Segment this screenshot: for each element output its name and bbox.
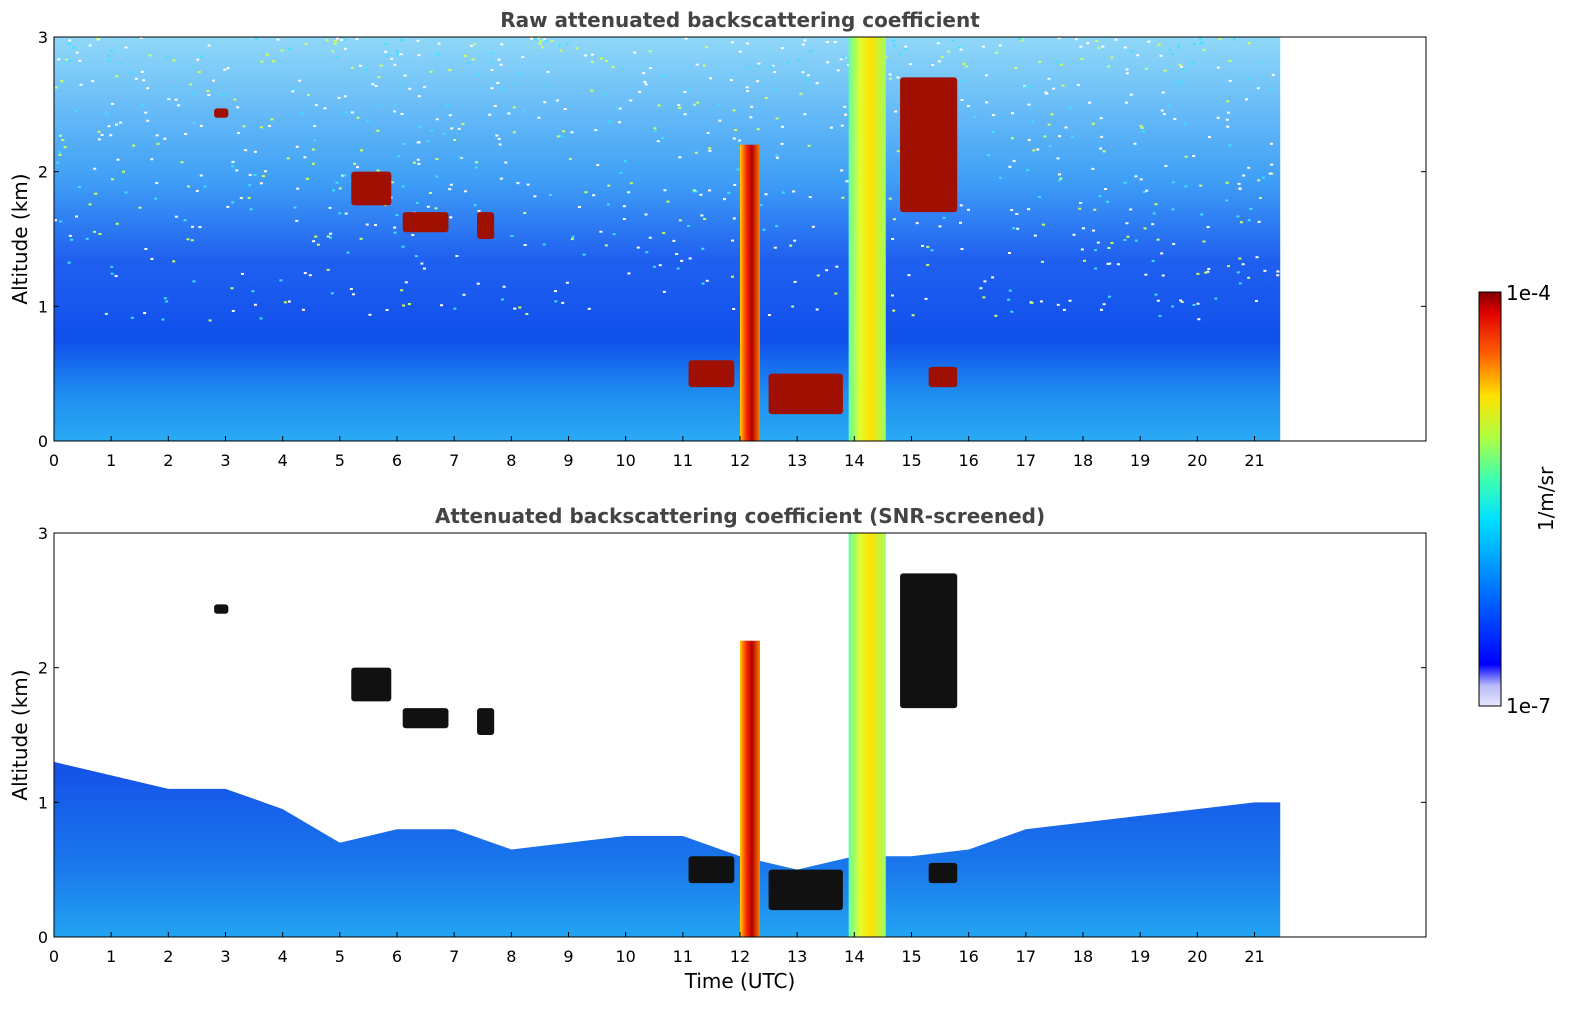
y-axis-label: Altitude (km) <box>8 173 32 304</box>
x-tick-label: 2 <box>163 451 173 470</box>
x-tick-label: 9 <box>563 947 573 966</box>
x-tick-label: 5 <box>335 947 345 966</box>
x-tick-label: 19 <box>1130 451 1150 470</box>
cloud-feature <box>351 171 392 206</box>
x-tick-label: 20 <box>1187 451 1207 470</box>
cloud-feature <box>477 708 495 735</box>
y-tick-label: 0 <box>38 432 48 451</box>
y-tick-label: 2 <box>38 163 48 182</box>
x-tick-label: 9 <box>563 451 573 470</box>
y-tick-label: 1 <box>38 297 48 316</box>
x-tick-label: 3 <box>220 947 230 966</box>
cloud-feature <box>768 869 843 911</box>
x-tick-label: 2 <box>163 947 173 966</box>
cloud-feature <box>768 373 843 415</box>
colorbar-max-label: 1e-4 <box>1506 281 1551 305</box>
x-tick-label: 14 <box>844 451 864 470</box>
heatmap-area <box>54 37 1281 441</box>
x-tick-label: 18 <box>1073 451 1093 470</box>
colorbar-unit-label: 1/m/sr <box>1534 466 1558 531</box>
x-tick-label: 8 <box>506 451 516 470</box>
x-tick-label: 15 <box>901 451 921 470</box>
x-tick-label: 10 <box>615 947 635 966</box>
colorbar-min-label: 1e-7 <box>1506 694 1551 718</box>
x-tick-label: 16 <box>958 451 978 470</box>
precipitation-feature <box>740 640 761 937</box>
x-tick-label: 21 <box>1244 451 1264 470</box>
x-tick-label: 14 <box>844 947 864 966</box>
cloud-feature <box>477 212 495 239</box>
y-tick-label: 0 <box>38 928 48 947</box>
colorbar: 1e-4 1e-7 1/m/sr <box>1478 281 1558 718</box>
x-tick-label: 10 <box>615 451 635 470</box>
signal-background <box>54 37 1281 441</box>
panel-title: Raw attenuated backscattering coefficien… <box>500 8 980 32</box>
x-tick-label: 17 <box>1016 451 1036 470</box>
panel-title: Attenuated backscattering coefficient (S… <box>435 504 1045 528</box>
cloud-feature <box>214 604 229 614</box>
x-axis-ticks: 0 1 2 3 4 5 6 7 8 9 10 11 12 13 14 15 16 17 18 19 20 21 <box>49 932 1265 966</box>
cloud-feature <box>351 667 392 702</box>
cloud-feature <box>688 360 735 388</box>
x-tick-label: 11 <box>673 947 693 966</box>
raw-backscatter-panel: Raw attenuated backscattering coefficien… <box>8 8 1427 470</box>
x-tick-label: 0 <box>49 451 59 470</box>
snr-screened-backscatter-panel: Attenuated backscattering coefficient (S… <box>8 504 1427 993</box>
x-tick-label: 4 <box>278 947 288 966</box>
y-tick-label: 3 <box>38 524 48 543</box>
x-tick-label: 7 <box>449 451 459 470</box>
x-tick-label: 17 <box>1016 947 1036 966</box>
x-tick-label: 20 <box>1187 947 1207 966</box>
x-tick-label: 7 <box>449 947 459 966</box>
x-tick-label: 5 <box>335 451 345 470</box>
x-tick-label: 0 <box>49 947 59 966</box>
x-tick-label: 15 <box>901 947 921 966</box>
x-tick-label: 1 <box>106 947 116 966</box>
cloud-feature <box>402 212 449 233</box>
precipitation-feature <box>848 533 886 937</box>
heatmap-area <box>54 533 1281 937</box>
y-tick-label: 1 <box>38 793 48 812</box>
x-tick-label: 4 <box>278 451 288 470</box>
x-tick-label: 6 <box>392 451 402 470</box>
cloud-feature <box>214 108 229 118</box>
plot-frame <box>53 36 1427 442</box>
x-tick-label: 13 <box>787 947 807 966</box>
x-tick-label: 6 <box>392 947 402 966</box>
colorbar-gradient <box>1478 291 1502 707</box>
boundary-layer-signal <box>54 761 1281 937</box>
x-axis-ticks: 0 1 2 3 4 5 6 7 8 9 10 11 12 13 14 15 16 17 18 19 20 21 <box>49 436 1265 470</box>
x-tick-label: 16 <box>958 947 978 966</box>
y-tick-label: 2 <box>38 659 48 678</box>
y-axis-label: Altitude (km) <box>8 669 32 800</box>
precipitation-feature <box>848 37 886 441</box>
x-tick-label: 8 <box>506 947 516 966</box>
cloud-feature <box>900 573 958 709</box>
x-tick-label: 12 <box>730 451 750 470</box>
x-tick-label: 18 <box>1073 947 1093 966</box>
plot-frame <box>53 532 1427 938</box>
x-tick-label: 21 <box>1244 947 1264 966</box>
x-tick-label: 3 <box>220 451 230 470</box>
cloud-feature <box>928 366 958 388</box>
x-axis-label: Time (UTC) <box>684 969 796 993</box>
x-tick-label: 12 <box>730 947 750 966</box>
cloud-feature <box>900 77 958 213</box>
precipitation-feature <box>740 144 761 441</box>
x-tick-label: 11 <box>673 451 693 470</box>
x-tick-label: 1 <box>106 451 116 470</box>
x-tick-label: 13 <box>787 451 807 470</box>
y-tick-label: 3 <box>38 28 48 47</box>
x-tick-label: 19 <box>1130 947 1150 966</box>
cloud-feature <box>928 862 958 884</box>
cloud-feature <box>402 708 449 729</box>
cloud-feature <box>688 856 735 884</box>
